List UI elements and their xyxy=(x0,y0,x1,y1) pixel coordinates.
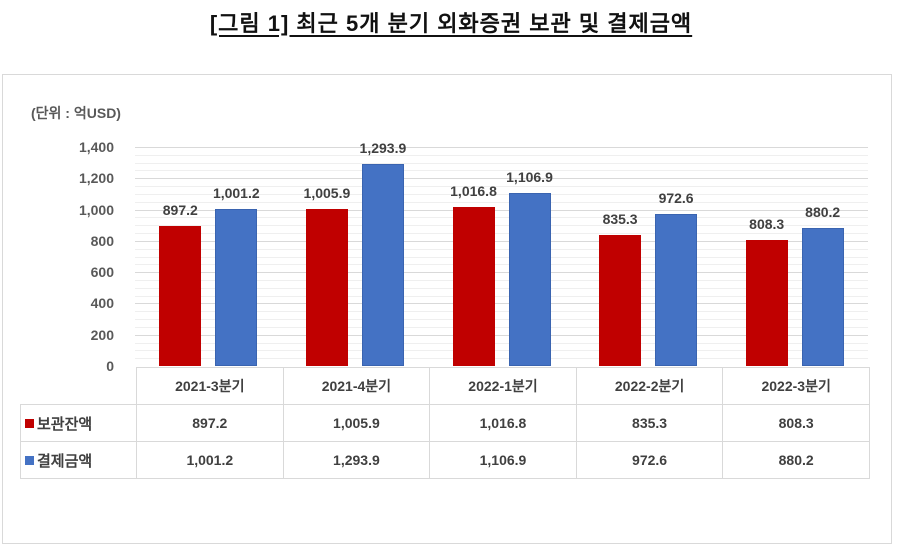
bar-결제금액-2021-4분기 xyxy=(361,163,404,366)
minor-gridline xyxy=(135,326,868,328)
minor-gridline xyxy=(135,342,868,344)
minor-gridline xyxy=(135,311,868,313)
table-cell: 897.2 xyxy=(136,404,284,442)
y-tick-label: 600 xyxy=(90,264,114,281)
table-cell: 1,001.2 xyxy=(136,441,284,479)
data-label: 897.2 xyxy=(162,201,198,218)
data-label: 972.6 xyxy=(658,189,694,206)
y-tick-label: 800 xyxy=(90,232,114,249)
data-label: 880.2 xyxy=(805,204,841,221)
gridline xyxy=(135,272,868,274)
minor-gridline xyxy=(135,295,868,297)
bar-보관잔액-2021-4분기 xyxy=(305,208,348,366)
minor-gridline xyxy=(135,350,868,352)
data-label: 1,001.2 xyxy=(212,185,260,202)
bar-보관잔액-2022-1분기 xyxy=(452,206,495,366)
series-name: 보관잔액 xyxy=(37,415,93,433)
bar-결제금액-2021-3분기 xyxy=(215,209,258,366)
table-row-보관잔액: 보관잔액 897.2 1,005.9 1,016.8 835.3 808.3 xyxy=(20,404,870,442)
minor-gridline xyxy=(135,186,868,188)
gridline xyxy=(135,303,868,305)
minor-gridline xyxy=(135,256,868,258)
bar-결제금액-2022-2분기 xyxy=(655,213,698,366)
minor-gridline xyxy=(135,233,868,235)
category-header: 2022-1분기 xyxy=(429,367,577,405)
table-row-결제금액: 결제금액 1,001.2 1,293.9 1,106.9 972.6 880.2 xyxy=(20,441,870,479)
minor-gridline xyxy=(135,248,868,250)
legend-entry-보관잔액: 보관잔액 xyxy=(20,404,137,442)
category-row: 2021-3분기 2021-4분기 2022-1분기 2022-2분기 2022… xyxy=(20,367,870,405)
plot-area: 897.2 1,005.9 1,016.8 835.3 808.3 1,001.2 1,29… xyxy=(135,140,868,366)
table-cell: 1,106.9 xyxy=(429,441,577,479)
bar-보관잔액-2021-3분기 xyxy=(159,225,202,366)
minor-gridline xyxy=(135,170,868,172)
chart-title-container: [그림 1] 최근 5개 분기 외화증권 보관 및 결제금액 xyxy=(0,6,902,38)
gridline xyxy=(135,147,868,148)
category-header: 2022-3분기 xyxy=(722,367,870,405)
y-tick-label: 0 xyxy=(106,358,114,374)
data-label: 1,016.8 xyxy=(450,182,497,199)
table-cell: 972.6 xyxy=(575,441,724,479)
minor-gridline xyxy=(135,319,868,321)
table-cell: 1,005.9 xyxy=(282,404,431,442)
data-label: 835.3 xyxy=(602,211,638,228)
legend-swatch-red xyxy=(25,418,34,428)
table-cell: 808.3 xyxy=(722,404,870,442)
category-header: 2021-3분기 xyxy=(136,367,284,405)
minor-gridline xyxy=(135,264,868,266)
minor-gridline xyxy=(135,193,868,195)
data-label: 1,293.9 xyxy=(359,139,407,156)
data-label: 1,106.9 xyxy=(506,168,553,185)
legend-swatch-blue xyxy=(25,455,34,465)
table-cell: 1,293.9 xyxy=(282,441,431,479)
minor-gridline xyxy=(135,162,868,164)
data-label: 808.3 xyxy=(749,215,785,232)
gridline xyxy=(135,334,868,336)
table-cell: 1,016.8 xyxy=(429,404,577,442)
y-tick-label: 1,400 xyxy=(78,139,114,155)
minor-gridline xyxy=(135,217,868,219)
category-header: 2021-4분기 xyxy=(282,367,431,405)
bar-결제금액-2022-3분기 xyxy=(801,228,844,366)
y-tick-label: 200 xyxy=(90,326,114,343)
data-label: 1,005.9 xyxy=(303,184,351,201)
gridline xyxy=(135,209,868,211)
bar-보관잔액-2022-2분기 xyxy=(599,235,642,366)
y-tick-label: 400 xyxy=(90,295,114,312)
gridline xyxy=(135,178,868,180)
category-header: 2022-2분기 xyxy=(575,367,724,405)
gridline xyxy=(135,240,868,242)
chart-title: [그림 1] 최근 5개 분기 외화증권 보관 및 결제금액 xyxy=(209,11,693,36)
minor-gridline xyxy=(135,279,868,281)
minor-gridline xyxy=(135,201,868,203)
bar-보관잔액-2022-3분기 xyxy=(745,239,788,366)
bar-결제금액-2022-1분기 xyxy=(508,192,551,366)
unit-label: (단위 : 억USD) xyxy=(31,105,121,121)
minor-gridline xyxy=(135,287,868,289)
data-table: 2021-3분기 2021-4분기 2022-1분기 2022-2분기 2022… xyxy=(20,367,870,479)
minor-gridline xyxy=(135,225,868,227)
y-tick-label: 1,000 xyxy=(78,201,114,218)
table-cell: 880.2 xyxy=(722,441,870,479)
minor-gridline xyxy=(135,154,868,156)
legend-entry-결제금액: 결제금액 xyxy=(20,441,137,479)
y-tick-label: 1,200 xyxy=(78,170,114,187)
table-cell: 835.3 xyxy=(575,404,724,442)
series-name: 결제금액 xyxy=(37,452,93,470)
minor-gridline xyxy=(135,358,868,360)
